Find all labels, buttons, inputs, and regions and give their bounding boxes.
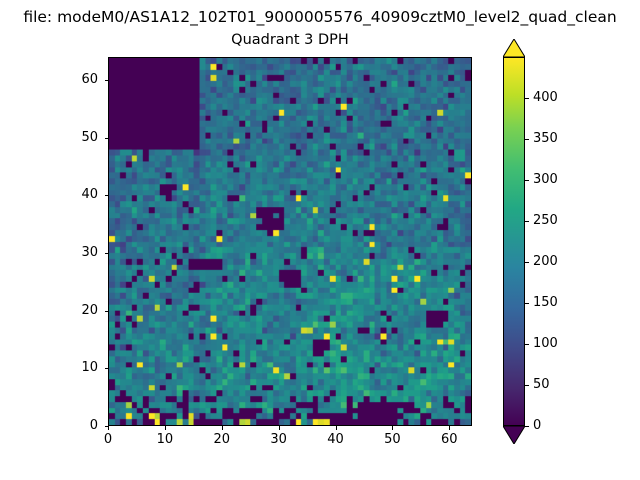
- y-tick-mark: [104, 137, 108, 139]
- colorbar-tick-mark: [525, 262, 529, 263]
- axes-title: Quadrant 3 DPH: [231, 32, 349, 48]
- colorbar-tick-mark: [525, 180, 529, 181]
- y-tick-mark: [104, 80, 108, 82]
- y-tick-label: 30: [81, 245, 98, 261]
- colorbar-tick-label: 150: [533, 295, 558, 310]
- x-tick-label: 50: [384, 432, 401, 447]
- y-tick-mark: [104, 368, 108, 370]
- colorbar-tick-label: 400: [533, 90, 558, 105]
- y-tick-label: 0: [89, 418, 98, 433]
- colorbar-tick-label: 350: [533, 131, 558, 146]
- x-tick-label: 20: [213, 432, 231, 447]
- y-tick-mark: [104, 253, 108, 255]
- y-tick-label: 50: [81, 129, 98, 145]
- x-tick-mark: [164, 426, 166, 430]
- y-tick-mark: [104, 426, 108, 427]
- x-tick-label: 10: [156, 432, 174, 447]
- colorbar-gradient: [503, 57, 525, 426]
- x-tick-label: 0: [103, 432, 113, 447]
- colorbar-tick-label: 0: [533, 418, 542, 433]
- y-tick-label: 20: [81, 302, 98, 318]
- colorbar-tick-label: 300: [533, 172, 558, 187]
- colorbar-tick-mark: [525, 426, 529, 427]
- x-tick-mark: [449, 426, 451, 430]
- colorbar: 0 50 100 150 200 250 300 350 400: [503, 39, 558, 444]
- heatmap-image: [109, 58, 471, 425]
- x-tick-mark: [392, 426, 394, 430]
- colorbar-tick-mark: [525, 98, 529, 99]
- y-tick-label: 10: [81, 360, 98, 376]
- x-tick-label: 40: [327, 432, 344, 447]
- x-tick-mark: [108, 426, 109, 430]
- y-tick-label: 40: [81, 187, 98, 203]
- colorbar-tick-mark: [525, 344, 529, 345]
- x-tick-label: 30: [270, 432, 287, 447]
- colorbar-tick-mark: [525, 385, 529, 386]
- y-tick-mark: [104, 195, 108, 197]
- y-tick-mark: [104, 310, 108, 312]
- colorbar-extend-max-arrow: [503, 39, 525, 57]
- colorbar-extend-min-arrow: [503, 426, 525, 444]
- colorbar-tick-mark: [525, 303, 529, 304]
- colorbar-tick-label: 200: [533, 254, 558, 269]
- y-tick-label: 60: [81, 72, 98, 88]
- colorbar-tick-mark: [525, 221, 529, 222]
- x-tick-mark: [221, 426, 223, 430]
- x-tick-label: 60: [440, 432, 458, 447]
- x-tick-mark: [278, 426, 280, 430]
- figure-suptitle: file: modeM0/AS1A12_102T01_9000005576_40…: [23, 8, 617, 26]
- figure-suptitle-clip: file: modeM0/AS1A12_102T01_9000005576_40…: [0, 5, 640, 29]
- x-tick-mark: [335, 426, 337, 430]
- colorbar-tick-label: 250: [533, 213, 558, 228]
- colorbar-tick-label: 50: [533, 377, 550, 392]
- heatmap-axes: [108, 57, 472, 426]
- colorbar-tick-label: 100: [533, 336, 558, 351]
- colorbar-tick-mark: [525, 139, 529, 140]
